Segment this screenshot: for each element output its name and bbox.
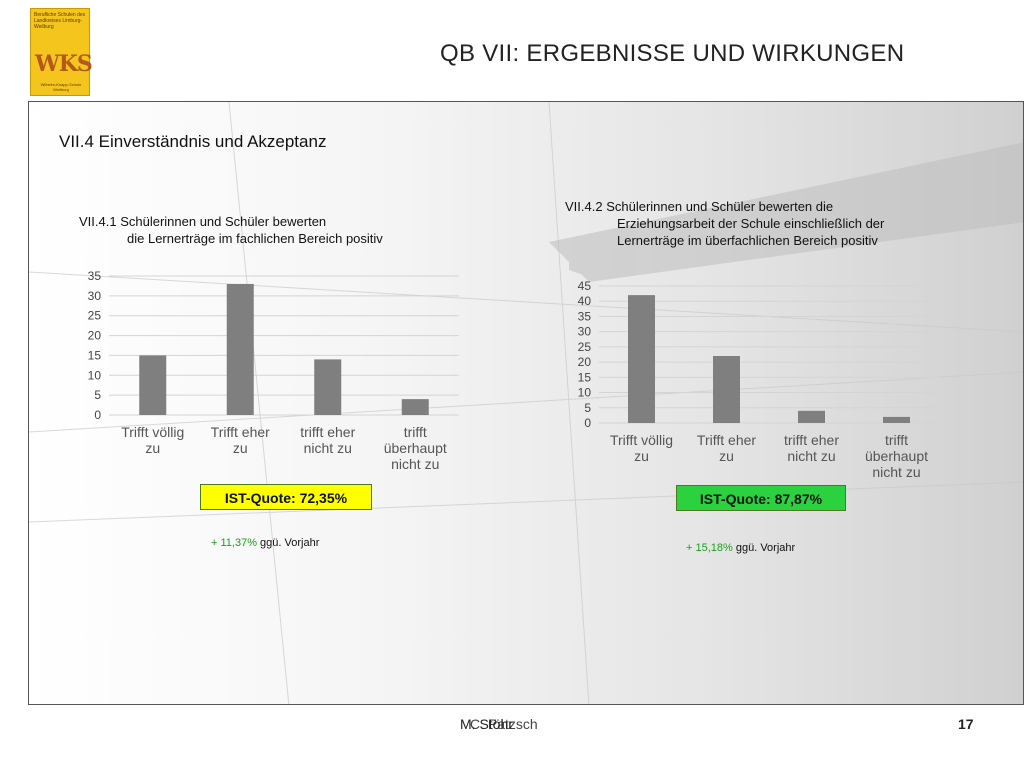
- bar: [401, 399, 429, 415]
- x-tick-label: trifft eher: [784, 432, 839, 448]
- section-title: VII.4 Einverständnis und Akzeptanz: [59, 132, 327, 151]
- y-tick-label: 25: [88, 309, 102, 323]
- chart2-title: VII.4.2 Schülerinnen und Schüler bewerte…: [565, 198, 884, 249]
- chart1-title-line1: VII.4.1 Schülerinnen und Schüler bewerte…: [79, 214, 327, 229]
- ist-quote-badge-1: IST-Quote: 72,35%: [200, 484, 372, 510]
- delta-value-2: + 15,18%: [686, 542, 733, 554]
- y-tick-label: 35: [578, 309, 592, 323]
- y-tick-label: 15: [578, 370, 592, 384]
- logo-bottom-text: Wilhelm-Knapp-Schule Weilburg: [40, 82, 82, 92]
- y-tick-label: 5: [584, 401, 591, 415]
- footer-author-a: M. Stöhr: [460, 716, 513, 732]
- delta-note-2: + 15,18% ggü. Vorjahr: [686, 542, 795, 554]
- y-tick-label: 40: [578, 294, 592, 308]
- bar: [883, 416, 910, 423]
- school-logo: Berufliche Schulen des Landkreises Limbu…: [30, 8, 93, 96]
- x-tick-label: trifft: [404, 424, 427, 440]
- logo-monogram: WKS: [35, 51, 93, 77]
- y-tick-label: 25: [578, 340, 592, 354]
- x-tick-label: nicht zu: [872, 464, 920, 480]
- x-tick-label: trifft: [885, 432, 908, 448]
- ist-quote-badge-2: IST-Quote: 87,87%: [676, 485, 846, 511]
- x-tick-label: nicht zu: [787, 448, 835, 464]
- chart2-title-line1: VII.4.2 Schülerinnen und Schüler bewerte…: [565, 199, 834, 214]
- bar: [139, 355, 167, 415]
- y-tick-label: 5: [94, 388, 101, 402]
- y-tick-label: 10: [578, 386, 592, 400]
- bar: [226, 283, 254, 415]
- slide-title: QB VII: ERGEBNISSE UND WIRKUNGEN: [440, 40, 905, 67]
- page-number: 17: [958, 716, 974, 732]
- footer-author-b: C. Patzsch: [470, 716, 538, 732]
- x-tick-label: Trifft eher: [697, 432, 756, 448]
- logo-top-text: Berufliche Schulen des Landkreises Limbu…: [34, 12, 86, 30]
- x-tick-label: nicht zu: [391, 456, 439, 472]
- y-tick-label: 15: [88, 348, 102, 362]
- x-tick-label: Trifft völlig: [610, 432, 673, 448]
- bar: [314, 359, 342, 415]
- y-tick-label: 30: [88, 289, 102, 303]
- y-tick-label: 30: [578, 325, 592, 339]
- x-tick-label: zu: [719, 448, 734, 464]
- x-tick-label: zu: [145, 440, 160, 456]
- chart2-title-line3: Lernerträge im überfachlichen Bereich po…: [617, 233, 878, 248]
- x-tick-label: nicht zu: [304, 440, 352, 456]
- x-tick-label: überhaupt: [384, 440, 447, 456]
- bar: [628, 295, 655, 423]
- content-frame: VII.4 Einverständnis und Akzeptanz VII.4…: [28, 101, 1024, 705]
- x-tick-label: Trifft eher: [211, 424, 270, 440]
- bar: [713, 356, 740, 423]
- x-tick-label: trifft eher: [300, 424, 355, 440]
- bar: [798, 410, 825, 423]
- x-tick-label: Trifft völlig: [121, 424, 184, 440]
- delta-note-1: + 11,37% ggü. Vorjahr: [211, 537, 319, 549]
- x-tick-label: zu: [634, 448, 649, 464]
- y-tick-label: 45: [578, 279, 592, 293]
- y-tick-label: 20: [88, 329, 102, 343]
- chart1-title: VII.4.1 Schülerinnen und Schüler bewerte…: [79, 213, 383, 247]
- y-tick-label: 0: [584, 416, 591, 430]
- y-tick-label: 0: [94, 408, 101, 422]
- background-image: [29, 102, 1023, 704]
- x-tick-label: zu: [233, 440, 248, 456]
- x-tick-label: überhaupt: [865, 448, 928, 464]
- y-tick-label: 10: [88, 368, 102, 382]
- y-tick-label: 35: [88, 269, 102, 283]
- chart2-title-line2: Erziehungsarbeit der Schule einschließli…: [617, 216, 885, 231]
- delta-text-2: ggü. Vorjahr: [732, 542, 796, 554]
- chart1-title-line2: die Lernerträge im fachlichen Bereich po…: [127, 231, 383, 246]
- delta-text-1: ggü. Vorjahr: [256, 537, 320, 549]
- delta-value-1: + 11,37%: [211, 537, 257, 549]
- y-tick-label: 20: [578, 355, 592, 369]
